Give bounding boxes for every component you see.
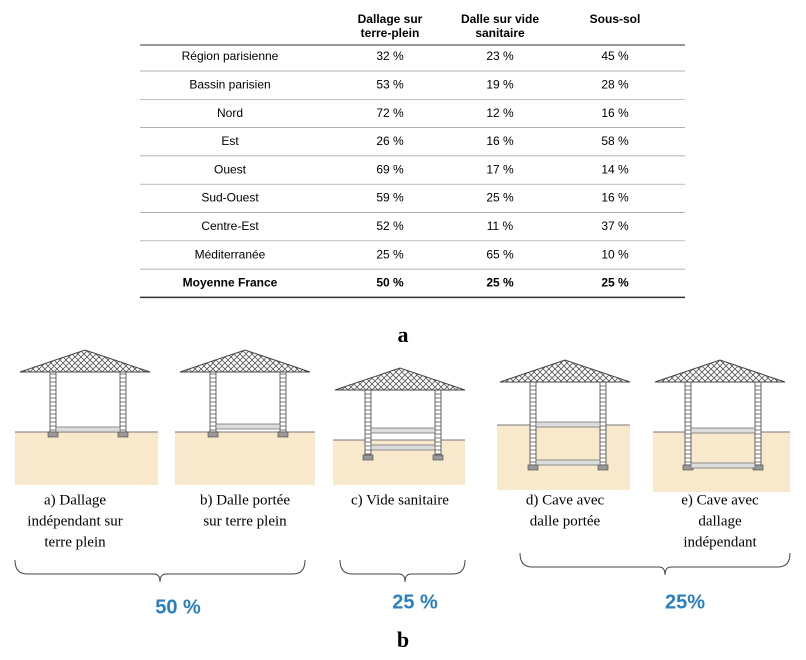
cell: 19 %	[486, 77, 514, 91]
column-header: terre-plein	[361, 26, 420, 40]
caption: e) Cave avec	[681, 492, 759, 508]
column-header: Sous-sol	[590, 12, 641, 26]
column	[684, 381, 692, 466]
roof	[499, 359, 631, 383]
roof	[19, 349, 151, 373]
roof	[334, 367, 466, 391]
column	[119, 371, 127, 433]
column-header: sanitaire	[475, 26, 525, 40]
brace	[14, 559, 306, 583]
cell: 23 %	[486, 49, 514, 63]
caption: terre plein	[44, 534, 106, 550]
row-label: Moyenne France	[183, 276, 278, 290]
slab	[370, 427, 436, 434]
caption: sur terre plein	[203, 513, 287, 529]
row-label: Bassin parisien	[189, 77, 270, 91]
footing	[432, 454, 444, 461]
cell: 65 %	[486, 247, 514, 261]
row-label: Méditerranée	[195, 247, 266, 261]
cell: 52 %	[376, 219, 404, 233]
row-label: Nord	[217, 106, 243, 120]
column	[209, 371, 217, 433]
cell: 28 %	[601, 77, 629, 91]
column	[364, 389, 372, 456]
panel-label: a	[398, 322, 409, 347]
cell: 25 %	[486, 276, 514, 290]
footing	[47, 431, 59, 438]
slab	[370, 444, 436, 451]
caption: b) Dalle portée	[200, 492, 290, 508]
cell: 25 %	[376, 247, 404, 261]
column	[754, 381, 762, 466]
cell: 26 %	[376, 134, 404, 148]
cell: 12 %	[486, 106, 514, 120]
footing	[207, 431, 219, 438]
slab	[535, 459, 601, 466]
cell: 58 %	[601, 134, 629, 148]
column	[434, 389, 442, 456]
row-label: Ouest	[214, 162, 247, 176]
row-label: Est	[221, 134, 239, 148]
column-header: Dallage sur	[358, 12, 423, 26]
footing	[362, 454, 374, 461]
caption: indépendant	[683, 534, 757, 550]
brace	[339, 559, 466, 583]
footing	[597, 464, 609, 471]
cell: 37 %	[601, 219, 629, 233]
slab	[535, 421, 601, 428]
cell: 25 %	[486, 191, 514, 205]
row-label: Sud-Ouest	[201, 191, 259, 205]
cell: 72 %	[376, 106, 404, 120]
caption: c) Vide sanitaire	[351, 492, 449, 508]
column-header: Dalle sur vide	[461, 12, 539, 26]
caption: dalle portée	[530, 513, 601, 529]
cell: 16 %	[486, 134, 514, 148]
ground	[497, 425, 630, 490]
column	[599, 381, 607, 466]
group-share: 25%	[665, 591, 705, 613]
ground	[175, 432, 315, 485]
footing	[117, 431, 129, 438]
column	[49, 371, 57, 433]
cell: 69 %	[376, 162, 404, 176]
cell: 53 %	[376, 77, 404, 91]
roof	[179, 349, 311, 373]
cell: 16 %	[601, 106, 629, 120]
caption: dallage	[698, 513, 742, 529]
column	[529, 381, 537, 466]
row-label: Région parisienne	[182, 49, 279, 63]
slab	[55, 426, 121, 433]
cell: 59 %	[376, 191, 404, 205]
brace	[519, 552, 791, 576]
cell: 17 %	[486, 162, 514, 176]
footing	[277, 431, 289, 438]
cell: 16 %	[601, 191, 629, 205]
group-share: 50 %	[155, 596, 201, 618]
column	[279, 371, 287, 433]
cell: 50 %	[376, 276, 404, 290]
cell: 10 %	[601, 247, 629, 261]
caption: a) Dallage	[44, 492, 106, 508]
cell: 11 %	[487, 219, 514, 233]
cell: 25 %	[601, 276, 629, 290]
slab	[690, 462, 756, 469]
cell: 45 %	[601, 49, 629, 63]
row-label: Centre-Est	[201, 219, 259, 233]
footing	[527, 464, 539, 471]
panel-label: b	[397, 627, 409, 652]
slab	[215, 423, 281, 430]
ground	[15, 432, 158, 485]
caption: indépendant sur	[27, 513, 122, 529]
roof	[654, 359, 786, 383]
group-share: 25 %	[392, 591, 438, 613]
caption: d) Cave avec	[526, 492, 605, 508]
cell: 14 %	[601, 162, 629, 176]
slab	[690, 427, 756, 434]
ground	[653, 432, 790, 492]
cell: 32 %	[376, 49, 404, 63]
